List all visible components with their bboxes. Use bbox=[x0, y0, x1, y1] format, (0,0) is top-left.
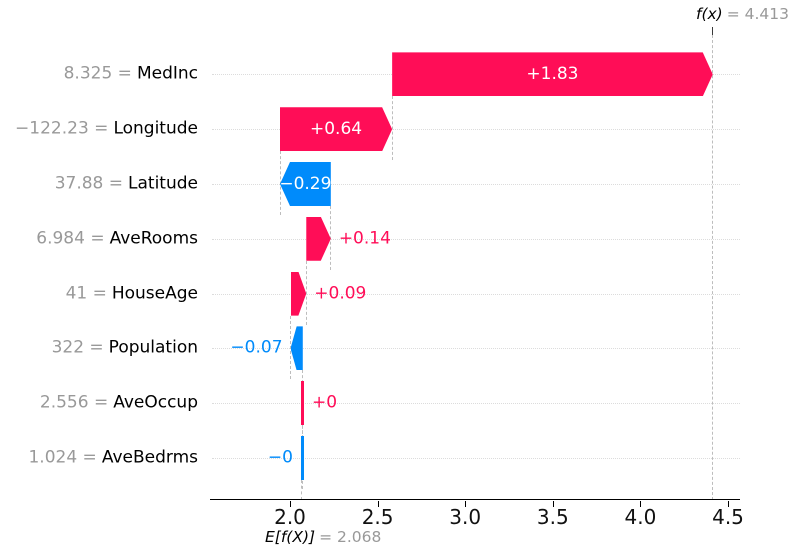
feature-row-label: 37.88 = Latitude bbox=[0, 173, 198, 194]
feature-name: Longitude bbox=[113, 118, 198, 139]
feature-name: Population bbox=[108, 337, 198, 358]
bar-value-label: +0.09 bbox=[314, 283, 367, 304]
x-tick-label: 3.0 bbox=[449, 505, 482, 529]
row-gridline bbox=[212, 458, 740, 459]
connector-line bbox=[305, 260, 307, 325]
row-gridline bbox=[212, 129, 740, 131]
bar-value-label: +0.14 bbox=[338, 228, 391, 249]
shap-bar-houseage bbox=[290, 271, 307, 316]
feature-value: 1.024 = bbox=[28, 447, 97, 468]
x-tick-label: 2.5 bbox=[361, 505, 394, 529]
row-gridline bbox=[212, 403, 740, 405]
shap-bar-longitude: +0.64 bbox=[280, 107, 393, 152]
shap-bar-medinc: +1.83 bbox=[392, 52, 713, 97]
bar-value-label: +0.64 bbox=[310, 118, 363, 139]
feature-value: 37.88 = bbox=[54, 173, 124, 194]
fx-dashed-line bbox=[712, 30, 714, 500]
feature-name: AveRooms bbox=[109, 228, 198, 249]
bar-value-label: −0.29 bbox=[279, 173, 332, 194]
feature-row-label: 322 = Population bbox=[0, 337, 198, 358]
x-tick-mark bbox=[377, 501, 379, 507]
feature-value: −122.23 = bbox=[15, 118, 109, 139]
feature-value: 6.984 = bbox=[36, 228, 105, 249]
shap-bar-avebedrms bbox=[300, 436, 304, 480]
row-gridline bbox=[212, 184, 740, 185]
feature-row-label: 6.984 = AveRooms bbox=[0, 230, 198, 247]
x-tick-mark bbox=[552, 501, 554, 507]
fx-label: f(x) bbox=[696, 5, 723, 23]
ef-dashed-line bbox=[301, 480, 303, 500]
bar-value-label: +1.83 bbox=[526, 63, 579, 84]
bar-value-label: −0 bbox=[267, 447, 293, 468]
x-tick-label: 4.5 bbox=[712, 505, 744, 529]
ef-label: E[f(X)] bbox=[265, 528, 316, 546]
bar-value-label: −0.07 bbox=[230, 337, 283, 358]
fx-annotation: f(x) = 4.413 bbox=[696, 5, 789, 24]
row-gridline bbox=[212, 293, 740, 295]
connector-line bbox=[391, 96, 393, 161]
ef-value: = 2.068 bbox=[319, 528, 382, 546]
x-tick-label: 3.5 bbox=[536, 505, 569, 529]
shap-bar-latitude: −0.29 bbox=[280, 162, 331, 206]
fx-tick-mark bbox=[712, 27, 713, 35]
row-gridline bbox=[212, 348, 740, 350]
feature-value: 41 = bbox=[65, 283, 107, 304]
x-tick-mark bbox=[290, 501, 291, 507]
feature-name: AveOccup bbox=[113, 392, 198, 413]
feature-value: 322 = bbox=[51, 337, 104, 358]
bar-value-label: +0 bbox=[312, 392, 338, 413]
shap-bar-averooms bbox=[306, 216, 331, 261]
connector-line bbox=[279, 151, 281, 215]
feature-name: MedInc bbox=[136, 63, 198, 84]
x-tick-mark bbox=[640, 501, 642, 507]
feature-row-label: 41 = HouseAge bbox=[0, 285, 198, 302]
row-gridline bbox=[212, 238, 740, 240]
x-tick-mark bbox=[728, 501, 729, 507]
x-tick-label: 2.0 bbox=[274, 505, 306, 529]
feature-row-label: −122.23 = Longitude bbox=[0, 118, 198, 139]
feature-row-label: 8.325 = MedInc bbox=[0, 63, 198, 84]
feature-row-label: 2.556 = AveOccup bbox=[0, 392, 198, 413]
ef-annotation: E[f(X)] = 2.068 bbox=[265, 528, 381, 547]
feature-name: AveBedrms bbox=[101, 447, 198, 468]
x-tick-mark bbox=[465, 501, 467, 507]
feature-value: 8.325 = bbox=[63, 63, 132, 84]
feature-name: Latitude bbox=[128, 173, 198, 194]
shap-bar-population bbox=[290, 326, 303, 371]
fx-value: = 4.413 bbox=[726, 5, 790, 23]
feature-name: HouseAge bbox=[111, 283, 198, 304]
feature-row-label: 1.024 = AveBedrms bbox=[0, 447, 198, 468]
x-axis-line bbox=[210, 499, 740, 500]
connector-line bbox=[330, 206, 332, 270]
feature-value: 2.556 = bbox=[39, 392, 109, 413]
x-tick-label: 4.0 bbox=[624, 505, 657, 529]
connector-line bbox=[290, 315, 292, 380]
shap-bar-aveoccup bbox=[301, 381, 305, 426]
